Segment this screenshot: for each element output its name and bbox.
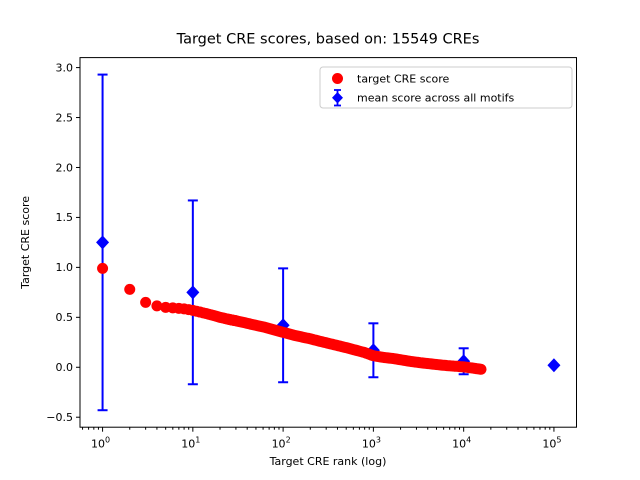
x-tick-label: 103 — [362, 436, 381, 451]
mean-diamond-marker — [96, 235, 110, 250]
target-dot-marker — [151, 300, 163, 312]
y-axis-ticks: −0.5 0.0 0.5 1.0 1.5 2.0 2.5 3.0 — [46, 61, 80, 424]
x-tick-label: 104 — [452, 436, 471, 451]
y-tick-label: 3.0 — [56, 61, 74, 74]
mean-diamond-marker — [547, 358, 561, 373]
x-axis-label: Target CRE rank (log) — [269, 455, 387, 468]
target-dot-marker — [97, 262, 109, 274]
y-tick-label: 0.5 — [56, 311, 74, 324]
legend-box — [319, 66, 573, 109]
target-dot-marker — [230, 315, 242, 327]
y-axis-label: Target CRE score — [19, 196, 32, 290]
legend-label-mean-score: mean score across all motifs — [357, 92, 515, 105]
y-tick-label: 2.5 — [56, 111, 74, 124]
x-axis-major-ticks: 100 101 102 103 104 105 — [91, 427, 561, 451]
x-tick-label: 102 — [272, 436, 291, 451]
y-tick-label: 0.0 — [56, 361, 74, 374]
y-tick-label: 2.0 — [56, 161, 74, 174]
target-score-band — [223, 313, 487, 375]
plot-border — [79, 57, 577, 428]
target-dot-marker — [124, 283, 136, 295]
legend-target-dot-icon — [332, 73, 343, 84]
plot-area: 100 101 102 103 104 105 −0.5 0.0 0.5 1.0 1.5 2.0 2.… — [46, 57, 577, 451]
target-score-series — [97, 262, 487, 375]
target-dot-marker — [140, 296, 152, 308]
y-tick-label: 1.5 — [56, 211, 74, 224]
mean-diamond-marker — [186, 285, 200, 300]
chart-title: Target CRE scores, based on: 15549 CREs — [176, 32, 480, 48]
x-tick-label: 100 — [91, 436, 110, 451]
y-tick-label: −0.5 — [46, 411, 73, 424]
mean-score-series — [96, 73, 561, 412]
legend-label-target-score: target CRE score — [357, 73, 450, 86]
x-tick-label: 101 — [181, 436, 200, 451]
legend-mean-diamond-icon — [332, 89, 343, 107]
y-tick-label: 1.0 — [56, 261, 74, 274]
legend: target CRE score mean score across all m… — [319, 66, 573, 109]
x-tick-label: 105 — [542, 436, 561, 451]
